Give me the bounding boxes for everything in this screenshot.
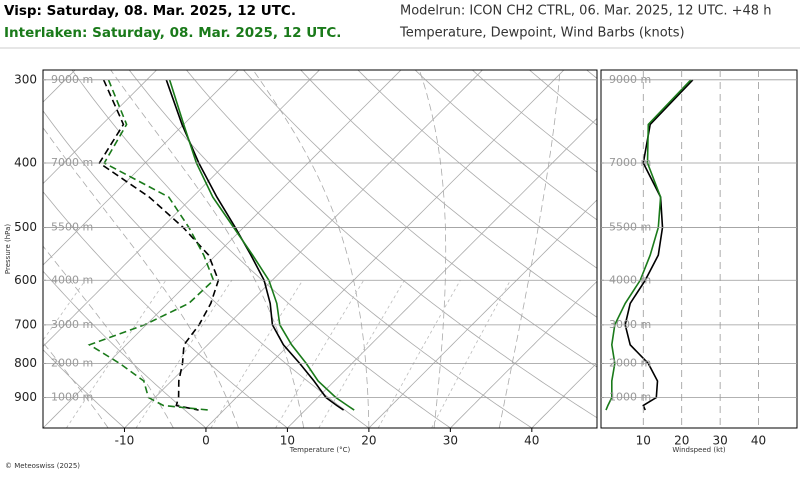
isotherm bbox=[613, 60, 800, 428]
dry-adiabat bbox=[300, 70, 597, 318]
footer: © Meteoswiss (2025) bbox=[5, 462, 80, 470]
wind-frame bbox=[600, 69, 798, 429]
x-axis-label: Temperature (°C) bbox=[289, 446, 351, 454]
height-label: 4000 m bbox=[609, 273, 651, 286]
dry-adiabat bbox=[128, 70, 533, 428]
isotherm bbox=[43, 70, 239, 266]
dry-adiabat bbox=[185, 70, 597, 419]
moist-adiabat bbox=[43, 126, 239, 428]
wind-line bbox=[605, 79, 692, 411]
height-label: 1000 m bbox=[51, 391, 93, 404]
sounding-line bbox=[168, 79, 355, 411]
height-label: 2000 m bbox=[51, 356, 93, 369]
x-tick-label: 10 bbox=[280, 434, 295, 448]
y-tick-label: 700 bbox=[14, 317, 37, 331]
station2: Interlaken: Saturday, 08. Mar. 2025, 12 … bbox=[4, 25, 341, 41]
isotherm bbox=[695, 60, 800, 428]
height-label: 9000 m bbox=[609, 73, 651, 86]
x-tick-label: 10 bbox=[636, 434, 651, 448]
height-label: 7000 m bbox=[609, 156, 651, 169]
y-axis-label: Pressure (hPa) bbox=[4, 224, 12, 274]
plot-area bbox=[605, 79, 694, 411]
x-tick-label: 0 bbox=[202, 434, 210, 448]
modelrun: Modelrun: ICON CH2 CTRL, 06. Mar. 2025, … bbox=[400, 4, 771, 19]
dry-adiabat bbox=[43, 110, 370, 428]
height-label: 4000 m bbox=[51, 273, 93, 286]
plot-area bbox=[87, 79, 355, 411]
mixing-ratio bbox=[66, 280, 167, 428]
sounding-line bbox=[87, 79, 215, 411]
sounding-line bbox=[98, 79, 220, 411]
isotherm bbox=[531, 362, 597, 428]
x-tick-label: 40 bbox=[751, 434, 766, 448]
dry-adiabat bbox=[414, 70, 597, 221]
height-label: 7000 m bbox=[51, 156, 93, 169]
x-tick-label: 20 bbox=[674, 434, 689, 448]
dry-adiabat bbox=[43, 349, 125, 428]
moist-adiabat bbox=[110, 70, 305, 428]
dry-adiabat bbox=[43, 191, 288, 428]
station1: Visp: Saturday, 08. Mar. 2025, 12 UTC. bbox=[4, 3, 296, 19]
x-tick-label: -10 bbox=[115, 434, 135, 448]
dry-adiabat bbox=[744, 60, 800, 428]
height-label: 3000 m bbox=[51, 318, 93, 331]
subtitle: Temperature, Dewpoint, Wind Barbs (knots… bbox=[399, 26, 685, 41]
x-tick-label: 40 bbox=[524, 434, 539, 448]
y-tick-label: 400 bbox=[14, 156, 37, 170]
isotherm bbox=[43, 70, 321, 348]
dry-adiabat bbox=[585, 70, 597, 79]
isotherm bbox=[287, 117, 597, 428]
isotherm bbox=[124, 70, 484, 428]
moist-adiabat bbox=[252, 70, 370, 428]
y-tick-label: 500 bbox=[14, 220, 37, 234]
dry-adiabat bbox=[43, 270, 207, 428]
x-tick-label: 30 bbox=[443, 434, 458, 448]
y-tick-label: 800 bbox=[14, 356, 37, 370]
dry-adiabat bbox=[471, 70, 597, 173]
y-tick-label: 600 bbox=[14, 273, 37, 287]
x-axis-label: Windspeed (kt) bbox=[672, 446, 725, 454]
y-tick-label: 300 bbox=[14, 72, 37, 86]
sounding-line bbox=[165, 79, 345, 411]
dry-adiabat bbox=[357, 70, 597, 269]
x-tick-label: 30 bbox=[712, 434, 727, 448]
height-label: 3000 m bbox=[609, 318, 651, 331]
wind-line bbox=[624, 79, 694, 411]
moist-adiabat bbox=[498, 70, 561, 428]
height-label: 9000 m bbox=[51, 73, 93, 86]
x-tick-label: 20 bbox=[361, 434, 376, 448]
height-label: 5500 m bbox=[609, 221, 651, 234]
y-tick-label: 900 bbox=[14, 390, 37, 404]
dry-adiabat bbox=[688, 60, 800, 428]
isotherm bbox=[43, 70, 402, 428]
moist-adiabat bbox=[43, 245, 174, 428]
mixing-ratio bbox=[135, 280, 233, 428]
moist-adiabat bbox=[43, 341, 109, 428]
moist-adiabat bbox=[418, 70, 447, 428]
isotherm bbox=[450, 280, 597, 428]
height-label: 2000 m bbox=[609, 356, 651, 369]
height-label: 5500 m bbox=[51, 221, 93, 234]
isotherm bbox=[205, 70, 565, 428]
skewt-frame bbox=[42, 69, 598, 429]
isotherm bbox=[43, 70, 158, 185]
height-label: 1000 m bbox=[609, 391, 651, 404]
